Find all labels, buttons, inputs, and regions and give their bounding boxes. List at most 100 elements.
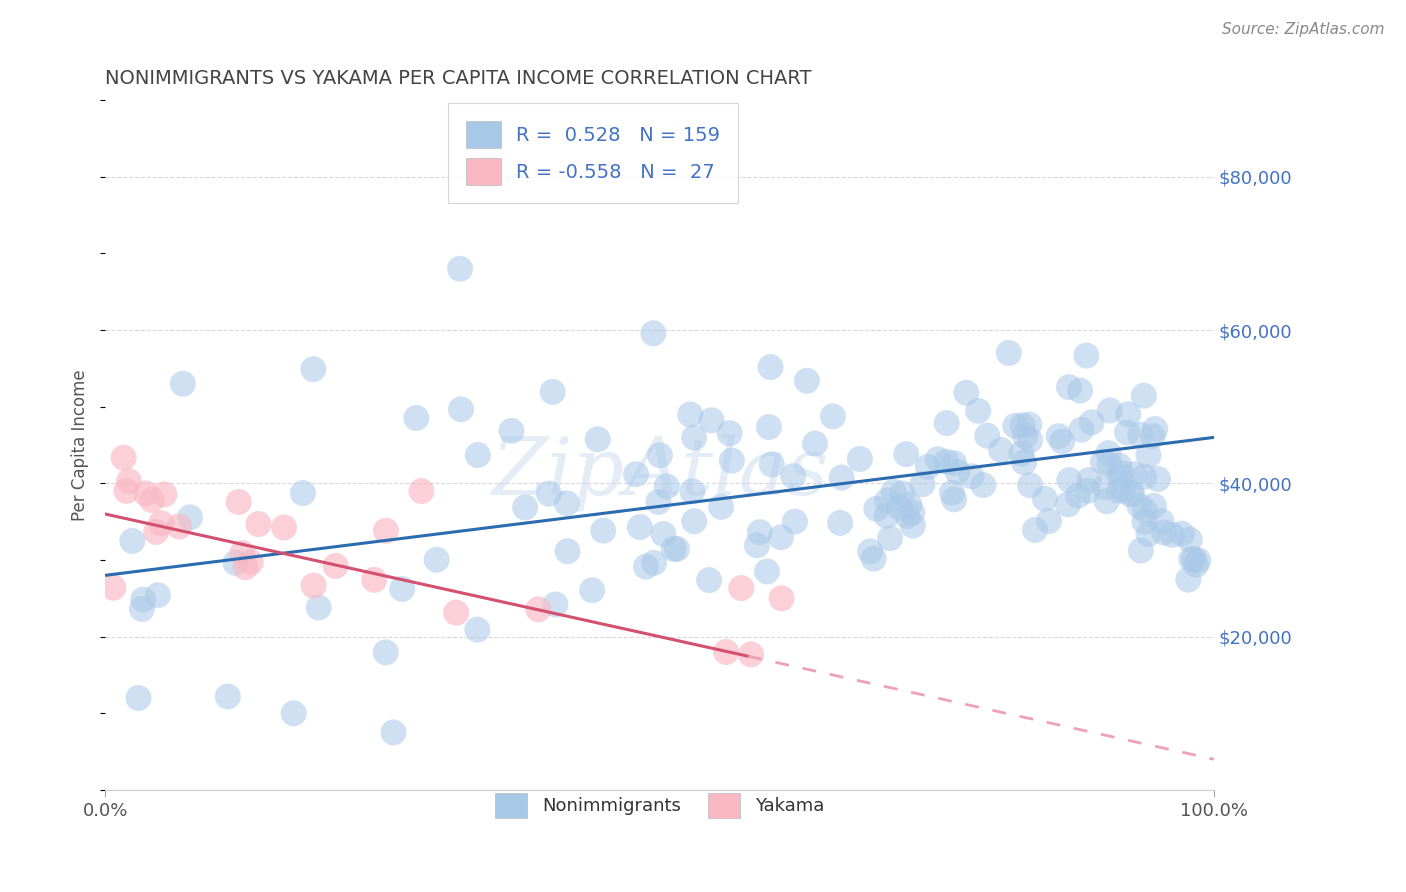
Point (896, 447, 918, 461)
Point (283, 706, 305, 721)
Point (710, 500, 733, 514)
Point (758, 420, 780, 434)
Y-axis label: Per Capita Income: Per Capita Income (72, 369, 89, 521)
Point (544, 598, 567, 612)
Text: ZipAtlas: ZipAtlas (491, 434, 828, 511)
Point (467, 623, 489, 637)
Point (1147, 472, 1170, 486)
Point (501, 424, 523, 438)
Point (967, 404, 990, 418)
Point (955, 385, 977, 400)
Point (231, 546, 253, 560)
Point (756, 565, 779, 579)
Point (998, 346, 1021, 360)
Point (935, 416, 957, 430)
Point (581, 583, 603, 598)
Point (141, 492, 163, 507)
Point (1069, 384, 1091, 398)
Point (1077, 483, 1099, 498)
Point (714, 645, 737, 659)
Point (1070, 423, 1092, 437)
Point (1137, 527, 1160, 541)
Point (879, 531, 901, 545)
Point (935, 455, 957, 469)
Point (150, 516, 173, 531)
Legend: Nonimmigrants, Yakama: Nonimmigrants, Yakama (481, 778, 838, 832)
Point (628, 520, 651, 534)
Point (1133, 515, 1156, 529)
Point (1150, 515, 1173, 529)
Point (652, 527, 675, 541)
Point (1057, 497, 1080, 511)
Point (115, 483, 138, 498)
Point (830, 516, 852, 530)
Point (941, 485, 963, 500)
Point (783, 515, 806, 529)
Point (745, 538, 768, 552)
Point (1129, 543, 1152, 558)
Point (901, 518, 924, 533)
Point (1004, 418, 1026, 433)
Point (121, 533, 143, 548)
Point (662, 541, 685, 556)
Point (1010, 446, 1032, 460)
Point (960, 469, 983, 483)
Point (1121, 486, 1143, 500)
Point (990, 442, 1012, 457)
Point (821, 409, 844, 424)
Point (1059, 473, 1081, 487)
Point (1133, 470, 1156, 484)
Point (1133, 504, 1156, 518)
Point (1161, 528, 1184, 542)
Point (911, 477, 934, 491)
Point (172, 376, 194, 391)
Point (1076, 349, 1098, 363)
Point (411, 483, 433, 498)
Point (224, 556, 246, 570)
Point (1109, 466, 1132, 480)
Point (273, 520, 295, 534)
Point (167, 519, 190, 533)
Point (1108, 483, 1130, 498)
Point (1014, 429, 1036, 443)
Point (1091, 455, 1114, 469)
Point (859, 544, 882, 558)
Point (1133, 389, 1156, 403)
Point (247, 517, 270, 532)
Point (1116, 407, 1139, 421)
Point (946, 465, 969, 479)
Point (901, 506, 924, 520)
Point (681, 484, 703, 499)
Point (131, 602, 153, 616)
Point (679, 408, 702, 422)
Point (1080, 415, 1102, 429)
Point (449, 261, 471, 276)
Point (1108, 458, 1130, 473)
Point (643, 326, 665, 341)
Point (235, 560, 257, 574)
Point (700, 413, 723, 427)
Point (647, 495, 669, 509)
Point (697, 573, 720, 587)
Point (426, 553, 449, 567)
Point (302, 362, 325, 376)
Point (1116, 425, 1139, 440)
Point (889, 500, 911, 515)
Point (291, 486, 314, 500)
Point (927, 452, 949, 467)
Point (1180, 552, 1202, 566)
Point (665, 541, 688, 556)
Point (391, 582, 413, 596)
Point (1012, 455, 1035, 469)
Point (592, 524, 614, 538)
Point (1094, 480, 1116, 494)
Point (153, 487, 176, 501)
Point (112, 450, 135, 465)
Text: Source: ZipAtlas.com: Source: ZipAtlas.com (1222, 22, 1385, 37)
Point (374, 645, 396, 659)
Point (831, 470, 853, 484)
Point (1129, 427, 1152, 442)
Point (1019, 478, 1042, 492)
Point (875, 508, 897, 523)
Point (748, 525, 770, 540)
